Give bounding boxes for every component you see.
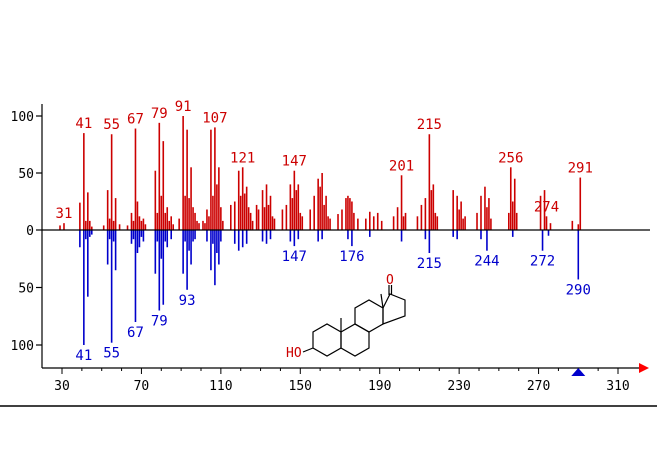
lower-peak-label-79: 79	[151, 314, 168, 330]
upper-peak-label-201: 201	[389, 158, 414, 174]
upper-peak-label-31: 31	[56, 206, 73, 222]
ring-d	[382, 293, 406, 325]
upper-peak-label-41: 41	[75, 116, 92, 132]
x-tick-label: 30	[54, 379, 70, 394]
lower-peak-label-215: 215	[417, 256, 442, 272]
lower-peak-label-147: 147	[282, 249, 307, 265]
x-tick-label: 270	[527, 379, 550, 394]
x-tick-label: 70	[134, 379, 150, 394]
y-axis-ticks: 100 50 0 50 100	[11, 110, 42, 354]
upper-spectrum-bars	[59, 116, 582, 230]
upper-peak-label-67: 67	[127, 112, 144, 128]
x-axis-ticks: 30 70 110 150 190 230 270 310	[54, 368, 630, 394]
ketone-oxygen-label: O	[386, 273, 394, 288]
lower-peak-label-272: 272	[530, 254, 555, 270]
lower-peak-labels: 41 55 67 79 93 147 176 215 244 272 290	[75, 249, 591, 364]
ring-c	[354, 299, 384, 333]
x-tick-label: 190	[368, 379, 391, 394]
x-tick-label: 230	[447, 379, 470, 394]
upper-peak-labels: 31 41 55 67 79 91 107 121 147 201 215 256 274 291	[56, 99, 593, 222]
methyl-18	[380, 293, 384, 309]
lower-peak-label-67: 67	[127, 325, 144, 341]
ring-a	[312, 323, 342, 357]
upper-peak-label-291: 291	[568, 161, 593, 177]
upper-peak-label-147: 147	[282, 154, 307, 170]
ring-b	[340, 323, 370, 357]
lower-peak-label-290: 290	[566, 282, 591, 298]
y-tick-label: 50	[18, 167, 34, 182]
y-tick-label: 50	[18, 282, 34, 297]
x-tick-label: 110	[209, 379, 232, 394]
upper-peak-label-121: 121	[230, 150, 255, 166]
lower-peak-label-176: 176	[339, 249, 364, 265]
lower-peak-label-93: 93	[179, 293, 196, 309]
position-marker-icon[interactable]	[571, 368, 586, 376]
upper-peak-label-256: 256	[498, 150, 523, 166]
lower-peak-label-244: 244	[474, 254, 499, 270]
scroll-right-arrow-icon[interactable]	[639, 363, 649, 373]
y-tick-label: 100	[11, 110, 34, 125]
upper-peak-label-215: 215	[417, 117, 442, 133]
hydroxyl-bond	[302, 347, 314, 353]
hydroxyl-label: HO	[286, 346, 302, 361]
molecular-structure	[302, 285, 406, 357]
y-tick-label: 0	[26, 224, 34, 239]
upper-peak-label-274: 274	[534, 199, 559, 215]
x-tick-label: 150	[289, 379, 312, 394]
upper-peak-label-55: 55	[103, 117, 120, 133]
lower-peak-label-55: 55	[103, 346, 120, 362]
upper-peak-label-107: 107	[202, 110, 227, 126]
lower-peak-label-41: 41	[75, 348, 92, 364]
lower-spectrum-bars	[79, 230, 580, 345]
upper-peak-label-91: 91	[175, 99, 192, 115]
y-tick-label: 100	[11, 339, 34, 354]
x-tick-label: 310	[606, 379, 629, 394]
upper-peak-label-79: 79	[151, 106, 168, 122]
